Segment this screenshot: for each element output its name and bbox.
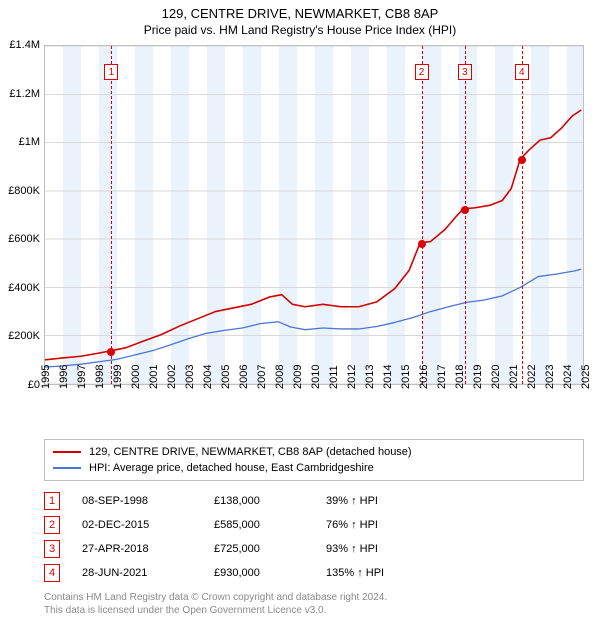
x-tick-label: 2024 <box>562 365 574 389</box>
y-tick-label: £1M <box>19 136 40 148</box>
legend-swatch <box>53 451 81 453</box>
series-line-property <box>45 110 581 360</box>
x-tick-label: 2021 <box>508 365 520 389</box>
x-tick-label: 2003 <box>184 365 196 389</box>
tx-pct: 39% ↑ HPI <box>326 495 436 507</box>
x-tick-label: 2019 <box>472 365 484 389</box>
y-tick-label: £1.2M <box>9 88 40 100</box>
transaction-table: 1 08-SEP-1998 £138,000 39% ↑ HPI 2 02-DEC-201… <box>44 489 584 585</box>
x-tick-label: 2023 <box>544 365 556 389</box>
x-tick-label: 2005 <box>220 365 232 389</box>
tx-price: £725,000 <box>214 543 304 555</box>
tx-row: 1 08-SEP-1998 £138,000 39% ↑ HPI <box>44 489 584 513</box>
tx-price: £585,000 <box>214 519 304 531</box>
y-tick-label: £1.4M <box>9 39 40 51</box>
x-tick-label: 2013 <box>364 365 376 389</box>
legend: 129, CENTRE DRIVE, NEWMARKET, CB8 8AP (d… <box>44 439 584 481</box>
x-tick-label: 1998 <box>94 365 106 389</box>
tx-date: 02-DEC-2015 <box>82 519 192 531</box>
tx-marker: 1 <box>44 492 60 510</box>
y-axis: £0£200K£400K£600K£800K£1M£1.2M£1.4M <box>0 45 44 385</box>
ref-line <box>465 46 466 384</box>
y-tick-label: £400K <box>8 282 40 294</box>
tx-row: 3 27-APR-2018 £725,000 93% ↑ HPI <box>44 537 584 561</box>
tx-date: 28-JUN-2021 <box>82 567 192 579</box>
tx-row: 2 02-DEC-2015 £585,000 76% ↑ HPI <box>44 513 584 537</box>
title-line-1: 129, CENTRE DRIVE, NEWMARKET, CB8 8AP <box>0 6 600 21</box>
title-line-2: Price paid vs. HM Land Registry's House … <box>0 23 600 37</box>
x-axis: 1995199619971998199920002001200220032004… <box>44 385 584 433</box>
x-tick-label: 2020 <box>490 365 502 389</box>
tx-date: 27-APR-2018 <box>82 543 192 555</box>
y-tick-label: £600K <box>8 233 40 245</box>
legend-row: HPI: Average price, detached house, East… <box>53 460 575 476</box>
titles: 129, CENTRE DRIVE, NEWMARKET, CB8 8AP Pr… <box>0 0 600 37</box>
x-tick-label: 2010 <box>310 365 322 389</box>
x-tick-label: 1995 <box>40 365 52 389</box>
legend-row: 129, CENTRE DRIVE, NEWMARKET, CB8 8AP (d… <box>53 444 575 460</box>
x-tick-label: 1996 <box>58 365 70 389</box>
x-tick-label: 2000 <box>130 365 142 389</box>
footer-line-2: This data is licensed under the Open Gov… <box>44 604 584 617</box>
y-tick-label: £800K <box>8 185 40 197</box>
tx-marker: 2 <box>44 516 60 534</box>
footer: Contains HM Land Registry data © Crown c… <box>44 591 584 623</box>
ref-line <box>522 46 523 384</box>
x-tick-label: 2017 <box>436 365 448 389</box>
marker: 2 <box>415 64 429 80</box>
x-tick-label: 1999 <box>112 365 124 389</box>
legend-label: HPI: Average price, detached house, East… <box>89 460 374 476</box>
x-tick-label: 2004 <box>202 365 214 389</box>
chart-container: 129, CENTRE DRIVE, NEWMARKET, CB8 8AP Pr… <box>0 0 600 623</box>
x-tick-label: 2006 <box>238 365 250 389</box>
ref-line <box>111 46 112 384</box>
tx-marker: 3 <box>44 540 60 558</box>
tx-pct: 93% ↑ HPI <box>326 543 436 555</box>
x-tick-label: 2002 <box>166 365 178 389</box>
x-tick-label: 2018 <box>454 365 466 389</box>
y-tick-label: £0 <box>28 379 40 391</box>
x-tick-label: 1997 <box>76 365 88 389</box>
marker: 4 <box>515 64 529 80</box>
x-tick-label: 2012 <box>346 365 358 389</box>
x-tick-label: 2016 <box>418 365 430 389</box>
x-tick-label: 2014 <box>382 365 394 389</box>
ref-line <box>422 46 423 384</box>
legend-swatch <box>53 467 81 469</box>
tx-dot <box>461 206 469 214</box>
x-tick-label: 2009 <box>292 365 304 389</box>
x-tick-label: 2022 <box>526 365 538 389</box>
marker: 1 <box>104 64 118 80</box>
plot-area: 1 2 3 4 <box>44 45 584 385</box>
tx-dot <box>518 156 526 164</box>
tx-price: £138,000 <box>214 495 304 507</box>
series-line-hpi <box>45 269 581 367</box>
tx-date: 08-SEP-1998 <box>82 495 192 507</box>
x-tick-label: 2015 <box>400 365 412 389</box>
tx-dot <box>418 240 426 248</box>
x-tick-label: 2008 <box>274 365 286 389</box>
x-tick-label: 2001 <box>148 365 160 389</box>
tx-price: £930,000 <box>214 567 304 579</box>
tx-pct: 76% ↑ HPI <box>326 519 436 531</box>
tx-row: 4 28-JUN-2021 £930,000 135% ↑ HPI <box>44 561 584 585</box>
y-tick-label: £200K <box>8 330 40 342</box>
tx-dot <box>107 348 115 356</box>
x-tick-label: 2025 <box>580 365 592 389</box>
x-tick-label: 2007 <box>256 365 268 389</box>
x-tick-label: 2011 <box>328 365 340 389</box>
footer-line-1: Contains HM Land Registry data © Crown c… <box>44 591 584 604</box>
tx-pct: 135% ↑ HPI <box>326 567 436 579</box>
legend-label: 129, CENTRE DRIVE, NEWMARKET, CB8 8AP (d… <box>89 444 412 460</box>
tx-marker: 4 <box>44 564 60 582</box>
marker: 3 <box>458 64 472 80</box>
